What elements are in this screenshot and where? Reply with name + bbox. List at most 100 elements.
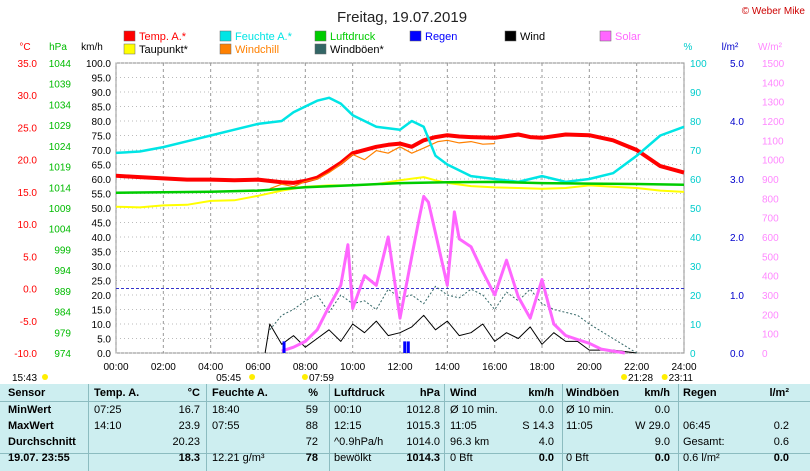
temp-tick-label: 5.0 (23, 252, 37, 263)
wind-tick-label: 15.0 (92, 306, 112, 317)
row-label: 19.07. 23:55 (8, 452, 70, 464)
series-line-2 (269, 139, 495, 190)
header-gust-unit: km/h (644, 387, 670, 399)
pressure-tick-label: 1004 (49, 225, 72, 236)
x-tick-label: 14:00 (435, 362, 460, 373)
series-line-7 (281, 194, 626, 355)
wind-tick-label: 55.0 (92, 190, 112, 201)
temp-tick-label: 30.0 (18, 91, 38, 102)
legend-label: Solar (615, 31, 641, 43)
solar-tick-label: 1100 (762, 136, 784, 147)
solar-tick-label: 800 (762, 194, 779, 205)
row-value: 88 (305, 420, 318, 432)
marker-time-label: 05:45 (216, 373, 241, 384)
marker-time-label: 23:11 (669, 373, 694, 384)
rain-tick-label: 3.0 (730, 175, 744, 186)
temp-axis-label: °C (19, 42, 30, 53)
series-line-0 (115, 132, 685, 185)
row-value: 1014.0 (406, 436, 440, 448)
pressure-tick-label: 974 (54, 349, 71, 360)
row-value: 78 (305, 452, 318, 464)
row-time: 14:10 (94, 420, 122, 432)
wind-tick-label: 80.0 (92, 117, 112, 128)
pressure-tick-label: 1044 (49, 59, 72, 70)
time-markers: 15:43 05:45 07:59 21:28 23:11 (12, 373, 693, 384)
wind-tick-label: 10.0 (92, 320, 112, 331)
wind-tick-label: 90.0 (92, 88, 112, 99)
series-line-1 (115, 176, 685, 209)
wind-tick-label: 85.0 (92, 103, 112, 114)
wind-axis-label: km/h (81, 42, 103, 53)
rain-tick-label: 5.0 (730, 59, 744, 70)
pressure-tick-label: 1024 (49, 142, 72, 153)
legend-swatch (219, 43, 232, 55)
x-tick-label: 06:00 (245, 362, 270, 373)
humidity-tick-label: 100 (690, 59, 707, 70)
legend-swatch (409, 30, 422, 42)
header-gust: Windböen (566, 387, 620, 399)
row-value: S 14.3 (522, 420, 554, 432)
header-wind-unit: km/h (528, 387, 554, 399)
legend-label: Windböen* (330, 44, 385, 56)
temp-tick-label: 20.0 (18, 156, 38, 167)
legend-label: Wind (520, 31, 545, 43)
weather-chart: Freitag, 19.07.2019 © Weber Mike Temp. A… (12, 6, 805, 384)
legend-swatch (504, 30, 517, 42)
header-hum: Feuchte A. (212, 387, 268, 399)
solar-tick-label: 900 (762, 175, 779, 186)
humidity-tick-label: 10 (690, 320, 702, 331)
row-value: 0.2 (773, 420, 789, 432)
header-temp-unit: °C (187, 387, 200, 399)
header-wind: Wind (450, 387, 477, 399)
series-line-4 (115, 180, 685, 194)
wind-tick-label: 30.0 (92, 262, 112, 273)
row-value: 23.9 (178, 420, 200, 432)
table-divider (329, 384, 330, 471)
x-tick-label: 24:00 (671, 362, 696, 373)
table-divider (0, 401, 810, 402)
wind-tick-label: 40.0 (92, 233, 112, 244)
humidity-tick-label: 20 (690, 291, 702, 302)
temp-tick-label: -5.0 (20, 317, 38, 328)
row-time: 0 Bft (566, 452, 589, 464)
row-time: 07:55 (212, 420, 240, 432)
row-label: Durchschnitt (8, 436, 76, 448)
table-divider (562, 384, 563, 471)
row-time: ^0.9hPa/h (334, 436, 384, 448)
x-tick-label: 22:00 (624, 362, 649, 373)
row-value: 0.0 (538, 404, 554, 416)
humidity-tick-label: 30 (690, 262, 702, 273)
row-value: 0.0 (773, 452, 789, 464)
legend-label: Temp. A.* (139, 31, 187, 43)
wind-tick-label: 35.0 (92, 248, 112, 259)
pressure-tick-label: 1009 (49, 204, 72, 215)
row-time: 12.21 g/m³ (212, 452, 265, 464)
temp-tick-label: -10.0 (14, 349, 37, 360)
legend-swatch (123, 30, 136, 42)
header-rain-unit: l/m² (769, 387, 789, 399)
marker-time-label: 21:28 (628, 373, 653, 384)
solar-tick-label: 700 (762, 214, 779, 225)
solar-tick-label: 1300 (762, 98, 785, 109)
wind-tick-label: 0.0 (97, 349, 111, 360)
table-divider (0, 453, 810, 454)
wind-tick-label: 5.0 (97, 335, 111, 346)
wind-tick-label: 50.0 (92, 204, 112, 215)
row-time: Ø 10 min. (450, 404, 498, 416)
pressure-tick-label: 1029 (49, 121, 72, 132)
row-value: 0.0 (654, 404, 670, 416)
row-time: Ø 10 min. (566, 404, 614, 416)
row-time: 11:05 (566, 420, 593, 432)
solar-tick-label: 600 (762, 233, 779, 244)
wind-tick-label: 20.0 (92, 291, 112, 302)
wind-tick-label: 95.0 (92, 74, 112, 85)
wind-tick-label: 70.0 (92, 146, 112, 157)
wind-tick-label: 75.0 (92, 132, 112, 143)
marker-time-label: 07:59 (309, 373, 334, 384)
sun-marker-icon (661, 374, 668, 380)
x-tick-label: 16:00 (482, 362, 507, 373)
solar-tick-label: 0 (762, 349, 768, 360)
solar-tick-label: 1000 (762, 156, 785, 167)
solar-tick-label: 1400 (762, 78, 785, 89)
wind-tick-label: 45.0 (92, 219, 112, 230)
